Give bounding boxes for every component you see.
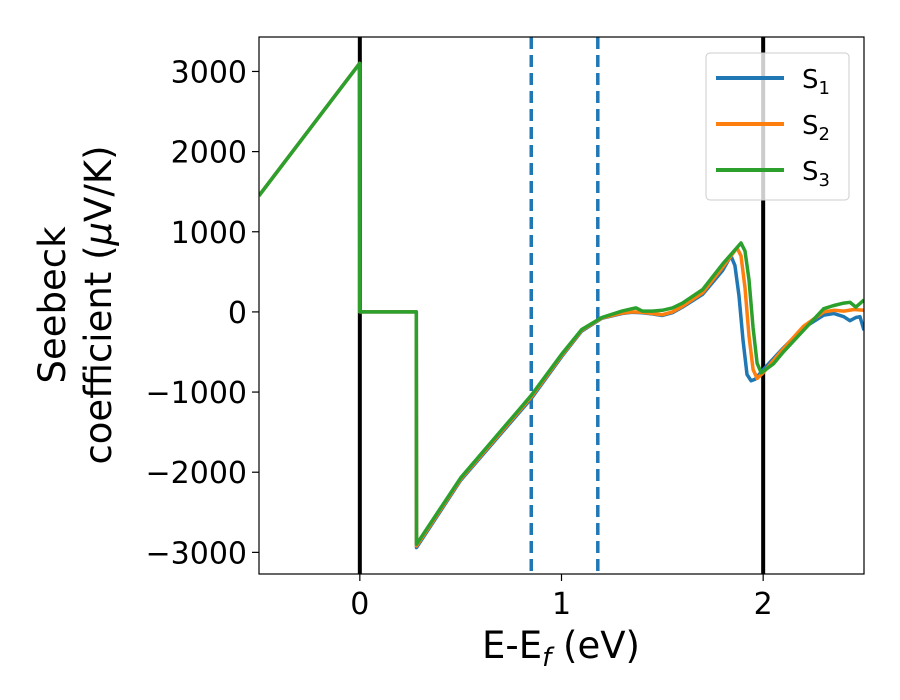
x-tick-label: 1 [552, 587, 571, 622]
y-axis-ticks: 3000 2000 1000 0 −1000 −2000 −3000 [146, 55, 259, 571]
y-axis-label-line2-pre: coefficient ( [77, 245, 120, 464]
legend-label-s3: S3 [802, 157, 830, 191]
x-tick-label: 0 [350, 587, 369, 622]
legend: S1 S2 S3 [705, 52, 850, 201]
y-tick-label: −3000 [146, 536, 247, 571]
y-axis-label: Seebeck coefficient (μV/K) [31, 145, 120, 464]
y-axis-label-line1: Seebeck [31, 226, 74, 384]
legend-label-s1: S1 [802, 65, 830, 99]
legend-box [705, 52, 850, 201]
y-tick-label: −1000 [146, 376, 247, 411]
x-axis-label: E-Ef (eV) [482, 624, 640, 673]
x-tick-label: 2 [754, 587, 773, 622]
x-axis-label-tail: (eV) [551, 624, 640, 667]
x-axis-label-main: E-E [482, 624, 542, 667]
y-tick-label: 3000 [171, 55, 247, 90]
series-line-s3 [259, 61, 864, 547]
y-axis-label-line2: coefficient (μV/K) [77, 145, 120, 464]
y-axis-label-line2-post: V/K) [77, 145, 120, 221]
x-axis-ticks: 0 1 2 [350, 574, 773, 622]
y-tick-label: 2000 [171, 136, 247, 171]
y-tick-label: −2000 [146, 456, 247, 491]
legend-label-s2: S2 [802, 111, 830, 145]
y-axis-label-mu: μ [77, 222, 120, 247]
y-tick-label: 1000 [171, 216, 247, 251]
y-tick-label: 0 [228, 296, 247, 331]
series-lines [259, 61, 864, 550]
